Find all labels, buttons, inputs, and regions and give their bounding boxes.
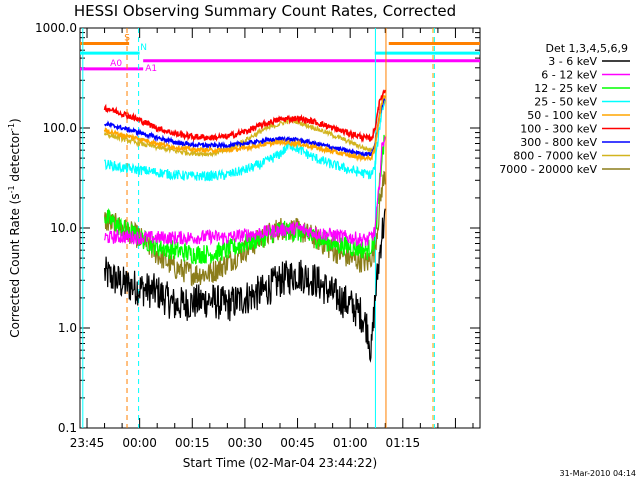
legend-entry-label: 12 - 25 keV [534,82,597,95]
legend-header: Det 1,3,4,5,6,9 [545,42,628,55]
x-tick-label: 00:00 [122,436,157,450]
series-line-50to100kev [103,94,386,163]
flag-label-n: N [140,43,147,53]
legend-entry-label: 25 - 50 keV [534,96,597,109]
x-tick-label: 01:15 [386,436,421,450]
y-tick-label: 10.0 [50,221,77,235]
y-tick-label: 100.0 [43,121,77,135]
series-line-300to800kev [103,98,386,158]
observing-flags: SNA0A1 [80,33,480,74]
legend-entry-label: 6 - 12 keV [541,69,597,82]
y-tick-label: 0.1 [58,421,77,435]
x-tick-label: 00:15 [175,436,210,450]
flag-label-a0: A0 [110,59,122,69]
axis-ticks [80,28,480,429]
y-axis-label-text: Corrected Count Rate (s [8,193,22,337]
y-tick-labels: 1000.0 100.0 10.0 1.0 0.1 [35,21,77,435]
legend-entry-label: 100 - 300 keV [520,123,597,136]
series-line-12to25kev [104,134,386,265]
series-line-25to50kev [104,99,386,182]
y-axis-label-text-mid: detector [8,131,22,186]
y-axis-label: Corrected Count Rate (s-1 detector-1) [7,118,22,337]
legend-entry-label: 300 - 800 keV [520,136,597,149]
legend-entry-label: 800 - 7000 keV [513,150,597,163]
series-line-100to300kev [103,89,386,143]
flag-label-a1: A1 [145,64,157,74]
legend-entry-label: 3 - 6 keV [548,55,597,68]
y-axis-label-superscript: -1 [7,185,16,193]
y-axis-label-text-end: ) [8,118,22,123]
x-tick-label: 23:45 [70,436,105,450]
y-tick-label: 1.0 [58,321,77,335]
generation-timestamp: 31-Mar-2010 04:14 [560,469,637,478]
x-axis-label: Start Time (02-Mar-04 23:44:22) [183,456,377,470]
y-tick-label: 1000.0 [35,21,77,35]
legend-entry-label: 50 - 100 keV [527,109,597,122]
legend-entry-label: 7000 - 20000 keV [499,163,597,176]
count-rate-series [103,89,386,363]
y-axis-label-superscript-2: -1 [7,123,16,131]
x-tick-labels: 23:45 00:00 00:15 00:30 00:45 01:00 01:15 [70,436,420,450]
x-tick-label: 01:00 [333,436,368,450]
x-tick-label: 00:30 [228,436,263,450]
chart-title: HESSI Observing Summary Count Rates, Cor… [74,2,456,20]
x-tick-label: 00:45 [280,436,315,450]
series-line-3to6kev [104,208,386,363]
series-line-6to12kev [104,136,386,247]
